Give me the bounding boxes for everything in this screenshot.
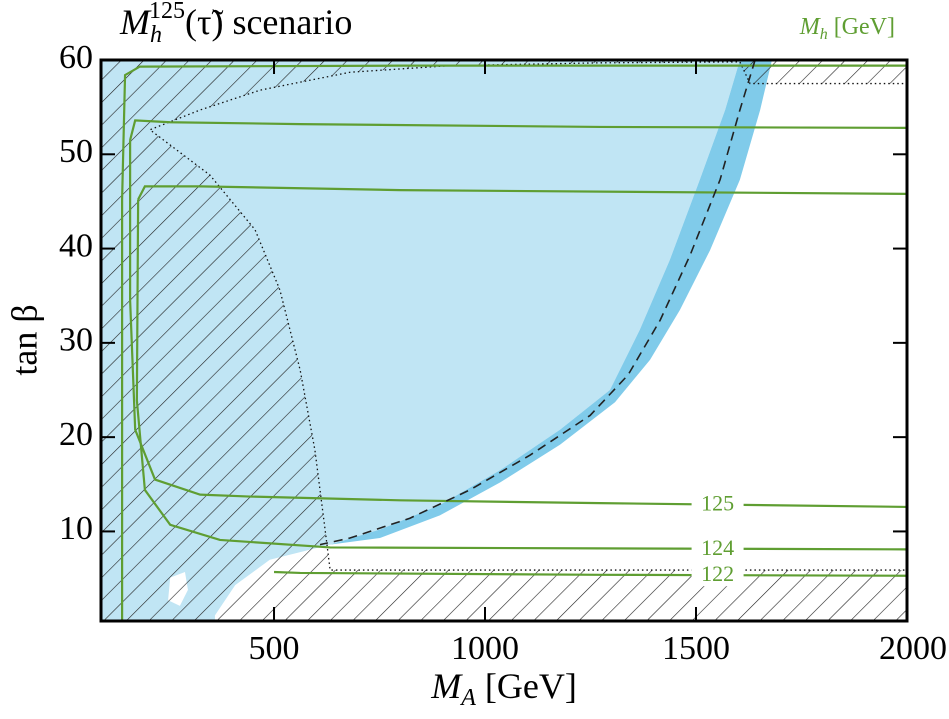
x-tick-label: 500 — [249, 630, 300, 667]
contour-label: 125 — [701, 491, 734, 516]
excluded-region — [101, 60, 907, 621]
y-tick-label: 60 — [59, 39, 93, 76]
contour-line — [137, 185, 907, 201]
contour-label: 124 — [701, 535, 734, 560]
legend-title: Mh [GeV] — [799, 14, 895, 43]
x-tick-label: 2000 — [879, 630, 947, 667]
contour-label: 122 — [701, 561, 734, 586]
chart-title: Mh125(τ̃) scenario — [119, 0, 352, 48]
contour-label-bg — [691, 564, 744, 587]
y-tick-label: 20 — [59, 416, 93, 453]
y-tick-label: 30 — [59, 322, 93, 359]
contour-line — [273, 570, 907, 577]
frame — [99, 58, 909, 623]
y-tick-label: 40 — [59, 227, 93, 264]
contour-label-bg — [691, 537, 744, 560]
region — [330, 60, 772, 545]
y-tick-label: 10 — [59, 510, 93, 547]
x-axis-label: MA [GeV] — [430, 666, 577, 710]
contour-label-bg — [691, 493, 744, 516]
contour-line — [129, 119, 907, 141]
x-tick-label: 1000 — [451, 630, 519, 667]
dashed-line — [319, 60, 756, 546]
contour-line — [135, 199, 907, 551]
y-axis-label: tan β — [4, 304, 44, 375]
contour-line — [129, 140, 907, 509]
y-tick-label: 50 — [59, 133, 93, 170]
x-tick-label: 1500 — [662, 630, 730, 667]
